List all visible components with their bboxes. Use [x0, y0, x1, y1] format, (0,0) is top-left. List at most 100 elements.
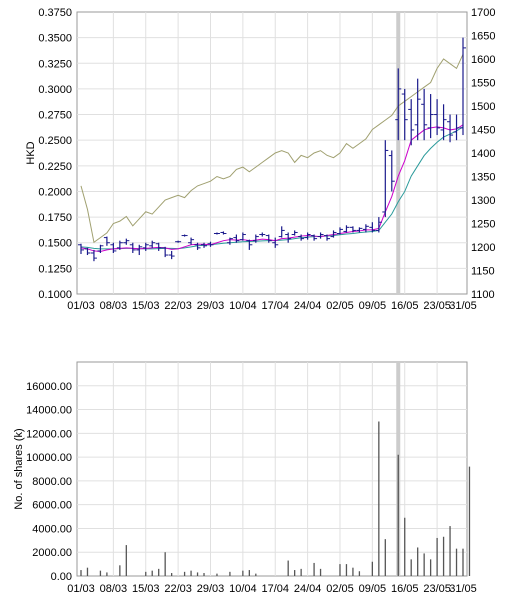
price-y2-tick-label: 1500: [471, 101, 495, 113]
volume-y-tick-label: 2000.00: [32, 547, 72, 559]
volume-x-tick-label: 31/05: [449, 583, 477, 595]
short-average-line: [80, 124, 464, 252]
index-series-line: [80, 54, 464, 244]
price-y2-tick-label: 1650: [471, 31, 495, 43]
price-y2-tick-label: 1350: [471, 172, 495, 184]
ohlc-bar: [129, 242, 136, 253]
ohlc-bar: [239, 232, 246, 241]
price-y-tick-label: 0.3000: [38, 84, 72, 96]
ohlc-bar: [336, 227, 343, 235]
volume-y-tick-label: 12000.00: [26, 428, 72, 440]
ohlc-bar: [181, 234, 188, 237]
ohlc-bar: [226, 237, 233, 245]
price-y2-tick-label: 1450: [471, 125, 495, 137]
price-y2-tick-label: 1300: [471, 195, 495, 207]
price-y2-tick-label: 1400: [471, 148, 495, 160]
volume-x-tick-label: 16/05: [391, 583, 419, 595]
price-y2-tick-label: 1150: [471, 266, 495, 278]
ohlc-bar: [434, 99, 441, 136]
ohlc-bar: [136, 244, 143, 256]
ohlc-bar: [375, 217, 382, 233]
ohlc-bar: [395, 68, 402, 141]
ohlc-bar: [304, 232, 311, 240]
volume-x-tick-label: 08/03: [100, 583, 128, 595]
ohlc-bar: [207, 241, 214, 247]
ohlc-bar: [110, 242, 117, 253]
volume-x-tick-label: 15/03: [132, 583, 160, 595]
price-x-tick-label: 31/05: [449, 300, 477, 312]
ohlc-bar: [103, 236, 110, 246]
price-x-tick-label: 15/03: [132, 300, 160, 312]
ohlc-bar: [149, 240, 156, 248]
price-y2-tick-label: 1250: [471, 219, 495, 231]
price-y2-tick-label: 1550: [471, 78, 495, 90]
price-x-tick-label: 17/04: [261, 300, 289, 312]
price-y-tick-label: 0.1250: [38, 263, 72, 275]
price-y2-tick-label: 1600: [471, 54, 495, 66]
ohlc-bar: [233, 234, 240, 243]
ohlc-bar: [324, 234, 331, 241]
ohlc-bar: [421, 88, 428, 141]
volume-y-tick-label: 0.00: [51, 571, 72, 583]
ohlc-bar: [362, 224, 369, 233]
price-x-tick-label: 09/05: [359, 300, 387, 312]
ohlc-bar: [220, 231, 227, 235]
volume-plot-frame: [76, 361, 468, 577]
volume-y-tick-label: 16000.00: [26, 381, 72, 393]
ohlc-bar: [440, 104, 447, 141]
volume-x-tick-label: 17/04: [261, 583, 289, 595]
price-y-axis-label: HKD: [25, 141, 37, 164]
price-y-tick-label: 0.3750: [38, 7, 72, 19]
price-y-tick-label: 0.2000: [38, 186, 72, 198]
price-y-tick-label: 0.2250: [38, 161, 72, 173]
price-y-tick-label: 0.3250: [38, 58, 72, 70]
ohlc-bar: [90, 249, 97, 262]
volume-x-tick-label: 02/05: [326, 583, 354, 595]
volume-x-tick-label: 23/05: [423, 583, 451, 595]
price-x-tick-label: 02/05: [326, 300, 354, 312]
ohlc-bar: [343, 225, 350, 233]
volume-y-axis-label: No. of shares (k): [13, 428, 25, 509]
price-y2-tick-label: 1700: [471, 7, 495, 19]
price-x-tick-label: 08/03: [100, 300, 128, 312]
price-plot-frame: [76, 11, 468, 295]
ohlc-bar: [285, 232, 292, 243]
ohlc-bar: [259, 232, 266, 237]
ohlc-bar: [213, 232, 220, 235]
ohlc-bar: [382, 140, 389, 218]
price-highlight-band: [396, 12, 401, 294]
ohlc-bar: [246, 239, 253, 250]
ohlc-bar: [349, 226, 356, 233]
ohlc-bar: [272, 237, 279, 248]
ohlc-bar: [97, 244, 104, 253]
volume-x-tick-label: 10/04: [229, 583, 257, 595]
volume-y-tick-label: 8000.00: [32, 476, 72, 488]
ohlc-bar: [78, 243, 84, 255]
price-x-tick-label: 29/03: [197, 300, 225, 312]
price-y-tick-label: 0.2500: [38, 135, 72, 147]
ohlc-bar: [388, 150, 395, 192]
ohlc-bar: [168, 250, 175, 260]
ohlc-bar: [408, 99, 415, 146]
ohlc-bar: [162, 246, 169, 258]
price-x-tick-label: 01/03: [67, 300, 95, 312]
ohlc-bar: [155, 242, 162, 251]
ohlc-bar: [291, 230, 298, 236]
ohlc-bar: [356, 227, 363, 233]
ohlc-bar: [453, 114, 460, 141]
volume-x-tick-label: 24/04: [294, 583, 322, 595]
volume-x-tick-label: 01/03: [67, 583, 95, 595]
price-y2-tick-label: 1200: [471, 242, 495, 254]
volume-x-tick-label: 29/03: [197, 583, 225, 595]
price-y-tick-label: 0.1750: [38, 212, 72, 224]
volume-x-tick-label: 22/03: [164, 583, 192, 595]
price-y2-tick-label: 1100: [471, 289, 495, 301]
ohlc-bar: [330, 230, 337, 238]
volume-y-tick-label: 10000.00: [26, 452, 72, 464]
ohlc-bar: [116, 240, 123, 250]
price-x-tick-label: 22/03: [164, 300, 192, 312]
ohlc-bar: [298, 234, 305, 241]
price-y-tick-label: 0.1000: [38, 289, 72, 301]
